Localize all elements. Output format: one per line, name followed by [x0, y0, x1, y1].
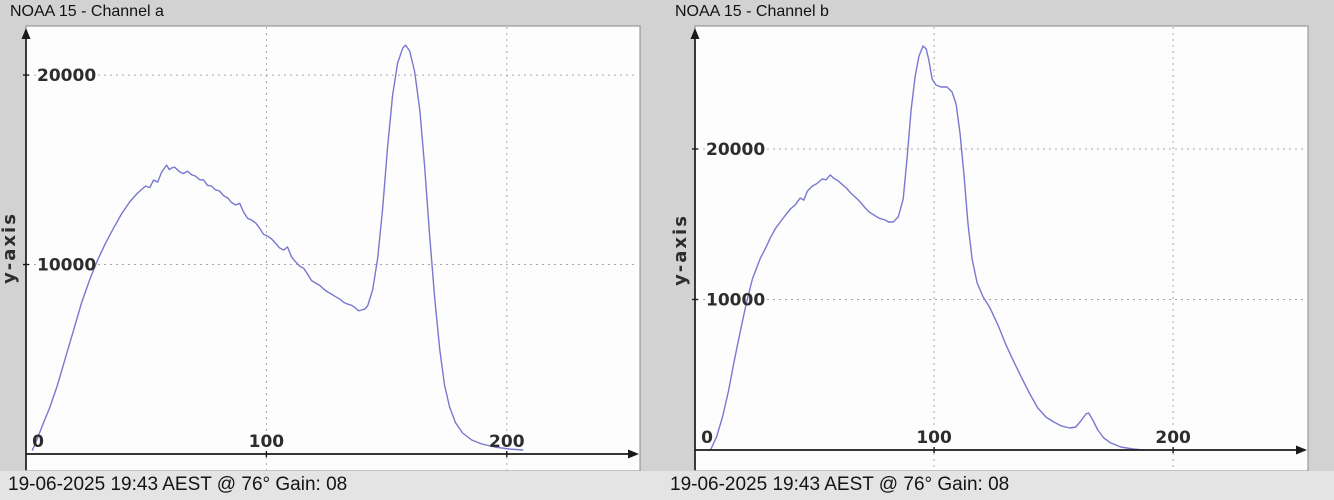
charts-canvas: 0 100 200 10000 20000 y-axis 0 100 200 10000 200… [0, 25, 1309, 471]
x-tick-label: 200 [1155, 428, 1191, 448]
y-tick-label: 20000 [706, 140, 765, 160]
gridlines [28, 27, 638, 470]
x-tick-label: 200 [489, 432, 525, 452]
caption-band: 19-06-2025 19:43 AEST @ 76° Gain: 08 19-… [0, 471, 1334, 500]
tick-labels: 0 100 200 10000 20000 [23, 66, 525, 457]
x-tick-label: 100 [916, 428, 952, 448]
histogram-curve [31, 44, 524, 451]
gridlines [697, 27, 1306, 470]
caption-text: 19-06-2025 19:43 AEST @ 76° Gain: 0 [670, 474, 999, 495]
caption-clipped-char: 8 [336, 474, 348, 495]
x-tick-label: 0 [701, 428, 713, 448]
x-tick-label: 100 [249, 432, 285, 452]
y-tick-label: 10000 [706, 290, 765, 310]
y-axis-title: y-axis [0, 212, 20, 284]
x-axis-arrow-icon [1296, 445, 1307, 455]
y-tick-label: 20000 [37, 66, 96, 86]
x-tick-label: 0 [32, 432, 44, 452]
tick-labels: 0 100 200 10000 20000 [692, 140, 1191, 453]
x-axis-arrow-icon [628, 449, 639, 459]
chart-a-title: NOAA 15 - Channel a [10, 3, 164, 20]
chart-b-plot: 0 100 200 10000 20000 y-axis [670, 25, 1309, 471]
caption-clipped-char: 8 [998, 474, 1010, 495]
chart-b-caption: 19-06-2025 19:43 AEST @ 76° Gain: 08 [670, 474, 1048, 498]
histogram-curve [709, 45, 1144, 451]
y-axis-arrow-icon [690, 28, 700, 39]
chart-a-plot: 0 100 200 10000 20000 y-axis [0, 25, 641, 471]
y-tick-label: 10000 [37, 256, 96, 276]
plot-area [694, 25, 1309, 471]
plot-area [25, 25, 641, 471]
y-axis-arrow-icon [21, 28, 31, 39]
chart-a-caption: 19-06-2025 19:43 AEST @ 76° Gain: 08 [8, 474, 379, 498]
caption-text: 19-06-2025 19:43 AEST @ 76° Gain: 0 [8, 474, 337, 495]
y-axis-title: y-axis [670, 214, 691, 286]
chart-b-title: NOAA 15 - Channel b [675, 3, 829, 20]
